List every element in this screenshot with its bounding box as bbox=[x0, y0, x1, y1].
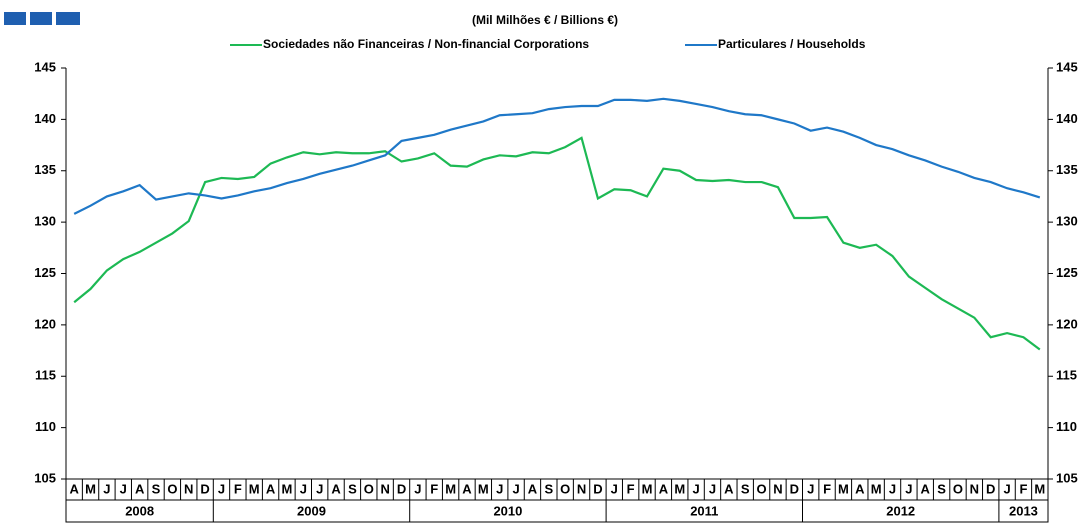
x-tick-label: J bbox=[905, 481, 912, 496]
y-tick-label: 145 bbox=[34, 59, 56, 74]
y-tick-label: 140 bbox=[34, 111, 56, 126]
y2-tick-label: 135 bbox=[1056, 162, 1078, 177]
x-tick-label: J bbox=[1003, 481, 1010, 496]
x-tick-label: S bbox=[544, 481, 553, 496]
series-line bbox=[73, 136, 1041, 351]
x-tick-label: S bbox=[348, 481, 357, 496]
x-tick-label: D bbox=[790, 481, 799, 496]
x-tick-label: M bbox=[838, 481, 849, 496]
x-tick-label: S bbox=[937, 481, 946, 496]
x-tick-label: S bbox=[152, 481, 161, 496]
x-tick-label: F bbox=[234, 481, 242, 496]
y-tick-label: 105 bbox=[34, 470, 56, 485]
y2-tick-label: 130 bbox=[1056, 214, 1078, 229]
y-tick-label: 135 bbox=[34, 162, 56, 177]
x-tick-label: A bbox=[921, 481, 931, 496]
x-tick-label: M bbox=[871, 481, 882, 496]
x-tick-label: O bbox=[560, 481, 570, 496]
x-tick-label: O bbox=[167, 481, 177, 496]
x-tick-label: A bbox=[855, 481, 865, 496]
x-tick-label: J bbox=[300, 481, 307, 496]
x-tick-label: A bbox=[528, 481, 538, 496]
x-tick-label: F bbox=[823, 481, 831, 496]
year-label: 2011 bbox=[690, 503, 718, 518]
y-tick-label: 115 bbox=[35, 368, 56, 383]
decoration bbox=[4, 12, 26, 25]
year-label: 2012 bbox=[886, 503, 915, 518]
year-label: 2013 bbox=[1009, 503, 1038, 518]
year-label: 2009 bbox=[297, 503, 326, 518]
legend-label: Sociedades não Financeiras / Non-financi… bbox=[263, 37, 589, 51]
y2-tick-label: 110 bbox=[1056, 419, 1077, 434]
x-tick-label: N bbox=[184, 481, 193, 496]
x-tick-label: J bbox=[611, 481, 618, 496]
x-tick-label: J bbox=[316, 481, 323, 496]
x-tick-label: M bbox=[85, 481, 96, 496]
y-tick-label: 130 bbox=[34, 214, 56, 229]
x-tick-label: M bbox=[445, 481, 456, 496]
y2-tick-label: 125 bbox=[1056, 265, 1078, 280]
x-tick-label: J bbox=[709, 481, 716, 496]
x-tick-label: J bbox=[218, 481, 225, 496]
x-tick-label: A bbox=[462, 481, 472, 496]
x-tick-label: S bbox=[741, 481, 750, 496]
y-tick-label: 120 bbox=[34, 316, 56, 331]
x-tick-label: O bbox=[953, 481, 963, 496]
legend-label: Particulares / Households bbox=[718, 37, 866, 51]
decoration bbox=[30, 12, 52, 25]
x-tick-label: N bbox=[577, 481, 586, 496]
x-tick-label: A bbox=[135, 481, 145, 496]
x-tick-label: N bbox=[773, 481, 782, 496]
x-tick-label: J bbox=[889, 481, 896, 496]
x-tick-label: J bbox=[692, 481, 699, 496]
x-tick-label: J bbox=[120, 481, 127, 496]
x-tick-label: M bbox=[1034, 481, 1045, 496]
year-label: 2008 bbox=[125, 503, 154, 518]
x-tick-label: M bbox=[249, 481, 260, 496]
x-tick-label: D bbox=[397, 481, 406, 496]
x-tick-label: J bbox=[807, 481, 814, 496]
x-tick-label: J bbox=[103, 481, 110, 496]
x-tick-label: M bbox=[478, 481, 489, 496]
y2-tick-label: 145 bbox=[1056, 59, 1078, 74]
x-tick-label: M bbox=[282, 481, 293, 496]
y2-tick-label: 140 bbox=[1056, 111, 1078, 126]
y2-tick-label: 105 bbox=[1056, 470, 1078, 485]
x-tick-label: D bbox=[200, 481, 209, 496]
x-tick-label: M bbox=[642, 481, 653, 496]
x-tick-label: D bbox=[986, 481, 995, 496]
decoration bbox=[56, 12, 80, 25]
x-tick-label: O bbox=[364, 481, 374, 496]
y2-tick-label: 115 bbox=[1056, 368, 1077, 383]
x-tick-label: F bbox=[1019, 481, 1027, 496]
x-tick-label: J bbox=[496, 481, 503, 496]
x-tick-label: A bbox=[724, 481, 734, 496]
x-tick-label: D bbox=[593, 481, 602, 496]
chart-subtitle: (Mil Milhões € / Billions €) bbox=[472, 13, 618, 27]
x-tick-label: J bbox=[512, 481, 519, 496]
x-tick-label: A bbox=[69, 481, 79, 496]
x-tick-label: N bbox=[970, 481, 979, 496]
x-tick-label: F bbox=[627, 481, 635, 496]
x-tick-label: N bbox=[380, 481, 389, 496]
y-tick-label: 110 bbox=[35, 419, 56, 434]
y2-tick-label: 120 bbox=[1056, 316, 1078, 331]
x-tick-label: O bbox=[757, 481, 767, 496]
x-tick-label: A bbox=[331, 481, 341, 496]
x-tick-label: F bbox=[430, 481, 438, 496]
x-tick-label: A bbox=[266, 481, 276, 496]
x-tick-label: J bbox=[414, 481, 421, 496]
y-tick-label: 125 bbox=[34, 265, 56, 280]
series-line bbox=[73, 97, 1041, 215]
x-tick-label: M bbox=[674, 481, 685, 496]
year-label: 2010 bbox=[493, 503, 522, 518]
x-tick-label: A bbox=[659, 481, 669, 496]
